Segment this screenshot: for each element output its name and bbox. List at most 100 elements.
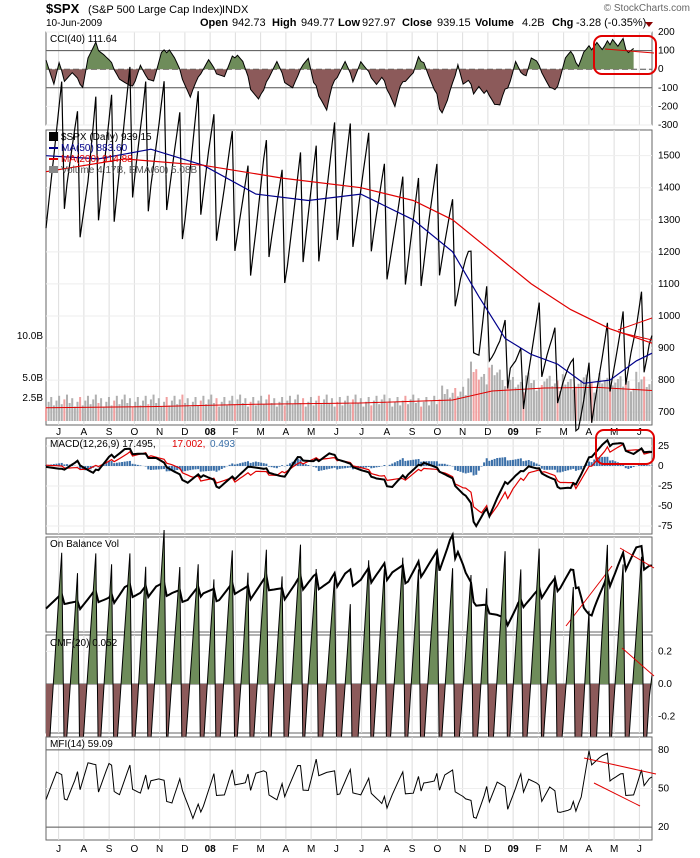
volume-bar — [92, 399, 95, 421]
volume-bar — [464, 395, 467, 421]
macd-histogram-bar — [404, 460, 407, 466]
volume-bar — [157, 398, 160, 421]
volume-bar — [567, 381, 570, 421]
y-tick-label: 20 — [658, 822, 670, 833]
volume-bar — [603, 380, 606, 421]
volume-bar — [446, 389, 449, 421]
volume-bar — [333, 406, 336, 421]
macd-histogram-bar — [147, 466, 150, 470]
macd-histogram-bar — [336, 466, 339, 470]
volume-bar — [236, 399, 239, 421]
macd-hist-legend: 0.493 — [210, 439, 235, 450]
volume-bar — [275, 406, 278, 421]
x-tick-label: J — [334, 844, 339, 855]
macd-histogram-bar — [561, 466, 564, 472]
volume-bar — [294, 399, 297, 421]
volume-bar — [128, 398, 131, 421]
macd-histogram-bar — [388, 464, 391, 466]
macd-histogram-bar — [197, 466, 200, 470]
volume-bar — [590, 382, 593, 421]
high-value: 949.77 — [301, 17, 335, 29]
macd-histogram-bar — [288, 463, 291, 466]
volume-bar — [622, 386, 625, 421]
volume-bar — [496, 372, 499, 421]
obv-trend-line-down — [619, 547, 655, 569]
volume-bar — [574, 386, 577, 421]
volume-bar — [291, 404, 294, 421]
x-tick-label: J — [359, 844, 364, 855]
macd-histogram-bar — [462, 466, 465, 473]
volume-bar — [611, 385, 614, 421]
volume-bar — [651, 394, 653, 421]
volume-bar — [407, 404, 410, 421]
macd-histogram-bar — [199, 466, 202, 472]
volume-bar — [223, 397, 226, 421]
x-tick-label: S — [106, 427, 113, 438]
volume-bar — [399, 405, 402, 421]
volume-bar — [614, 382, 617, 421]
macd-histogram-bar — [559, 466, 562, 473]
macd-histogram-bar — [517, 458, 520, 466]
volume-bar — [401, 400, 404, 421]
volume-bar — [281, 397, 284, 421]
macd-histogram-bar — [525, 460, 528, 466]
macd-histogram-bar — [490, 459, 493, 466]
macd-histogram-bar — [438, 463, 441, 466]
macd-histogram-bar — [212, 466, 215, 471]
ma50-legend: MA(50) 883.60 — [61, 143, 128, 154]
macd-histogram-bar — [362, 466, 365, 468]
macd-histogram-bar — [435, 461, 438, 466]
price-line — [45, 66, 653, 433]
macd-histogram-bar — [540, 466, 543, 469]
macd-histogram-bar — [262, 463, 265, 466]
macd-histogram-bar — [624, 466, 627, 469]
macd-histogram-bar — [128, 460, 131, 466]
x-tick-label: A — [384, 844, 391, 855]
macd-histogram-bar — [538, 464, 541, 466]
x-tick-label: M — [307, 427, 315, 438]
volume-legend: Volume 4.17B, EMA(60) 5.08B — [61, 165, 198, 176]
y-tick-label: 0.0 — [658, 679, 672, 690]
macd-histogram-bar — [506, 460, 509, 466]
volume-legend-swatch — [49, 166, 58, 173]
volume-tick-label: 5.0B — [22, 373, 43, 384]
x-tick-label: D — [484, 427, 491, 438]
volume-bar — [252, 397, 255, 421]
volume-bar — [443, 394, 446, 421]
x-tick-label: J — [56, 427, 61, 438]
volume-bar — [94, 394, 97, 421]
macd-histogram-bar — [511, 459, 514, 466]
volume-bar — [488, 367, 491, 421]
volume-bar — [543, 381, 546, 421]
y-tick-label: 700 — [658, 407, 675, 418]
x-tick-label: A — [283, 427, 290, 438]
macd-histogram-bar — [260, 462, 263, 466]
macd-histogram-bar — [433, 461, 436, 466]
x-tick-label: J — [637, 427, 642, 438]
macd-histogram-bar — [155, 466, 158, 470]
macd-histogram-bar — [294, 460, 297, 466]
macd-histogram-bar — [139, 465, 142, 466]
volume-bar — [139, 405, 142, 421]
volume-bar — [530, 383, 533, 421]
x-tick-label: A — [384, 427, 391, 438]
x-tick-label: D — [181, 844, 188, 855]
volume-bar — [97, 403, 100, 421]
volume-bar — [467, 378, 470, 421]
obv-panel: On Balance Vol — [45, 531, 655, 633]
macd-histogram-bar — [399, 459, 402, 466]
price-legend: $SPX (Daily) 939.15 — [61, 132, 152, 143]
macd-histogram-bar — [281, 465, 284, 466]
macd-histogram-bar — [105, 462, 108, 466]
volume-value: 4.2B — [522, 17, 545, 29]
volume-bar — [50, 397, 53, 421]
volume-bar — [270, 403, 273, 421]
cmf-line — [45, 529, 653, 829]
volume-bar — [396, 397, 399, 421]
macd-histogram-bar — [304, 464, 307, 466]
x-tick-label: A — [81, 427, 88, 438]
volume-bars — [45, 361, 653, 421]
macd-histogram-bar — [228, 464, 231, 466]
macd-histogram-bar — [79, 466, 82, 470]
x-tick-label: N — [156, 427, 163, 438]
